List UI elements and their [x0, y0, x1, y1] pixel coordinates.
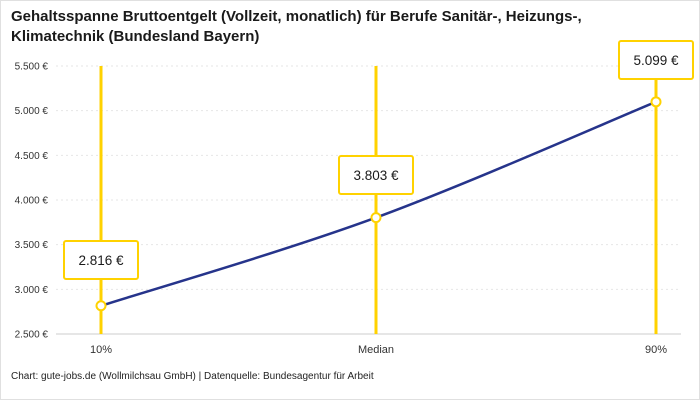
value-label: 5.099 € — [633, 53, 679, 68]
chart-title: Gehaltsspanne Bruttoentgelt (Vollzeit, m… — [11, 8, 582, 46]
y-tick-label: 4.000 € — [15, 196, 49, 207]
value-label-box — [618, 40, 694, 80]
value-label-box — [63, 240, 139, 280]
data-point-marker — [370, 212, 382, 224]
x-tick-label: 10% — [90, 344, 112, 356]
y-tick-label: 4.500 € — [15, 151, 49, 162]
value-label: 3.803 € — [353, 168, 399, 183]
y-tick-label: 3.500 € — [15, 240, 49, 251]
y-tick-label: 5.500 € — [15, 62, 49, 73]
y-tick-label: 5.000 € — [15, 106, 49, 117]
data-point-marker — [95, 300, 107, 312]
chart-source-caption: Chart: gute-jobs.de (Wollmilchsau GmbH) … — [11, 371, 374, 382]
salary-line — [99, 100, 658, 308]
value-label: 2.816 € — [78, 253, 124, 268]
y-tick-label: 3.000 € — [15, 285, 49, 296]
x-tick-label: Median — [358, 344, 394, 356]
y-tick-label: 2.500 € — [15, 330, 49, 341]
x-tick-label: 90% — [645, 344, 667, 356]
data-point-marker — [650, 96, 662, 108]
value-label-box — [338, 155, 414, 195]
